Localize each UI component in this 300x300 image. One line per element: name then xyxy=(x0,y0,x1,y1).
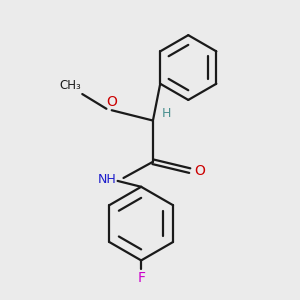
Text: CH₃: CH₃ xyxy=(59,79,81,92)
Text: NH: NH xyxy=(98,173,116,186)
Text: F: F xyxy=(137,271,145,285)
Text: O: O xyxy=(106,95,117,109)
Text: H: H xyxy=(162,107,171,120)
Text: O: O xyxy=(194,164,205,178)
